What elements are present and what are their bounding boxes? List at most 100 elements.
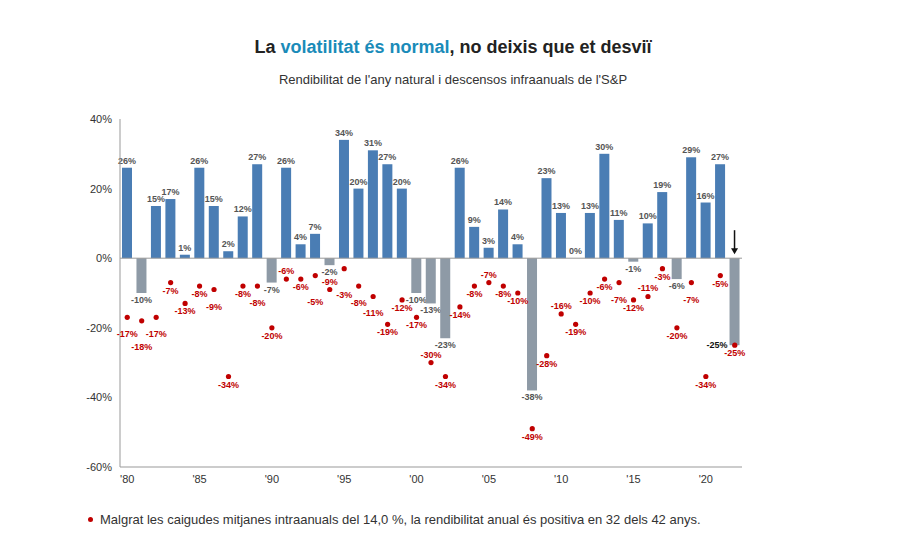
svg-text:'80: '80: [120, 473, 134, 485]
svg-text:'95: '95: [337, 473, 351, 485]
svg-text:2%: 2%: [222, 239, 235, 249]
svg-text:26%: 26%: [118, 156, 136, 166]
svg-text:-16%: -16%: [551, 301, 572, 311]
svg-text:-34%: -34%: [435, 380, 456, 390]
svg-text:-60%: -60%: [86, 461, 112, 473]
svg-text:9%: 9%: [468, 215, 481, 225]
svg-text:30%: 30%: [595, 142, 613, 152]
svg-text:17%: 17%: [161, 187, 179, 197]
svg-text:-19%: -19%: [565, 327, 586, 337]
svg-text:1%: 1%: [178, 243, 191, 253]
svg-text:-9%: -9%: [206, 302, 222, 312]
svg-text:-1%: -1%: [625, 264, 641, 274]
html-text:La volatilitat és normal, no d: La volatilitat és normal, no deixis que …: [254, 37, 652, 57]
svg-text:40%: 40%: [90, 113, 112, 125]
svg-text:13%: 13%: [552, 201, 570, 211]
svg-text:27%: 27%: [378, 152, 396, 162]
svg-text:-7%: -7%: [264, 285, 280, 295]
svg-text:-18%: -18%: [131, 342, 152, 352]
svg-text:16%: 16%: [697, 191, 715, 201]
svg-text:-13%: -13%: [175, 306, 196, 316]
svg-text:-34%: -34%: [218, 380, 239, 390]
svg-text:-8%: -8%: [249, 298, 265, 308]
svg-text:-10%: -10%: [580, 296, 601, 306]
svg-text:-7%: -7%: [163, 286, 179, 296]
svg-text:'00: '00: [409, 473, 423, 485]
svg-text:-28%: -28%: [536, 359, 557, 369]
svg-text:-6%: -6%: [278, 266, 294, 276]
svg-text:15%: 15%: [205, 194, 223, 204]
svg-text:29%: 29%: [682, 145, 700, 155]
svg-text:11%: 11%: [610, 208, 628, 218]
svg-text:-5%: -5%: [307, 297, 323, 307]
svg-text:26%: 26%: [451, 156, 469, 166]
svg-text:-17%: -17%: [117, 329, 138, 339]
svg-text:-49%: -49%: [522, 432, 543, 442]
svg-text:-30%: -30%: [420, 350, 441, 360]
svg-text:12%: 12%: [234, 204, 252, 214]
svg-text:-38%: -38%: [522, 392, 543, 402]
svg-text:-20%: -20%: [666, 331, 687, 341]
html-text:Rendibilitat de l'any natural: Rendibilitat de l'any natural i descenso…: [278, 72, 628, 87]
svg-text:20%: 20%: [349, 177, 367, 187]
svg-text:26%: 26%: [277, 156, 295, 166]
svg-text:-7%: -7%: [683, 295, 699, 305]
html-text:Malgrat les caigudes mitjanes: Malgrat les caigudes mitjanes intraanual…: [100, 512, 701, 527]
svg-text:4%: 4%: [294, 232, 307, 242]
svg-text:10%: 10%: [639, 211, 657, 221]
svg-text:-12%: -12%: [623, 303, 644, 313]
svg-text:'20: '20: [699, 473, 713, 485]
svg-text:-9%: -9%: [322, 277, 338, 287]
svg-text:-3%: -3%: [336, 289, 353, 300]
svg-text:-17%: -17%: [146, 329, 167, 339]
svg-text:-20%: -20%: [86, 322, 112, 334]
svg-text:-40%: -40%: [86, 391, 112, 403]
svg-text:-8%: -8%: [351, 298, 367, 308]
svg-text:-3%: -3%: [654, 272, 670, 282]
svg-text:'05: '05: [482, 473, 496, 485]
svg-text:20%: 20%: [393, 177, 411, 187]
svg-text:-11%: -11%: [638, 283, 659, 293]
svg-text:-11%: -11%: [363, 308, 384, 318]
svg-text:'10: '10: [554, 473, 568, 485]
svg-text:-7%: -7%: [481, 270, 497, 280]
svg-text:-2%: -2%: [321, 267, 338, 278]
svg-text:-5%: -5%: [712, 279, 728, 289]
svg-text:'90: '90: [265, 473, 279, 485]
svg-text:26%: 26%: [190, 156, 208, 166]
svg-text:13%: 13%: [581, 201, 599, 211]
svg-text:0%: 0%: [569, 246, 582, 256]
svg-text:-17%: -17%: [406, 320, 427, 330]
svg-text:4%: 4%: [511, 232, 524, 242]
svg-text:23%: 23%: [537, 166, 555, 176]
svg-text:-13%: -13%: [420, 305, 441, 315]
svg-text:-19%: -19%: [377, 327, 398, 337]
svg-text:-14%: -14%: [449, 310, 470, 320]
svg-text:34%: 34%: [335, 128, 353, 138]
svg-text:31%: 31%: [364, 138, 382, 148]
svg-text:27%: 27%: [248, 152, 266, 162]
svg-text:20%: 20%: [90, 183, 112, 195]
svg-text:0%: 0%: [96, 252, 112, 264]
svg-text:-6%: -6%: [597, 282, 613, 292]
svg-text:-20%: -20%: [261, 331, 282, 341]
svg-text:-6%: -6%: [293, 282, 309, 292]
svg-text:14%: 14%: [494, 197, 512, 207]
svg-text:-8%: -8%: [466, 289, 482, 299]
svg-text:-23%: -23%: [434, 340, 456, 351]
svg-text:-34%: -34%: [695, 380, 716, 390]
svg-text:19%: 19%: [653, 180, 671, 190]
svg-text:3%: 3%: [482, 236, 495, 246]
svg-text:-6%: -6%: [669, 281, 685, 291]
svg-text:-25%: -25%: [724, 348, 745, 358]
svg-text:'85: '85: [192, 473, 206, 485]
svg-text:7%: 7%: [309, 222, 322, 232]
svg-text:-12%: -12%: [392, 303, 413, 313]
svg-text:'15: '15: [626, 473, 640, 485]
svg-text:-10%: -10%: [507, 296, 528, 306]
svg-text:27%: 27%: [711, 152, 729, 162]
svg-text:-10%: -10%: [131, 295, 152, 305]
svg-text:-8%: -8%: [192, 289, 208, 299]
svg-text:-7%: -7%: [611, 294, 628, 305]
svg-text:-25%: -25%: [706, 340, 728, 351]
